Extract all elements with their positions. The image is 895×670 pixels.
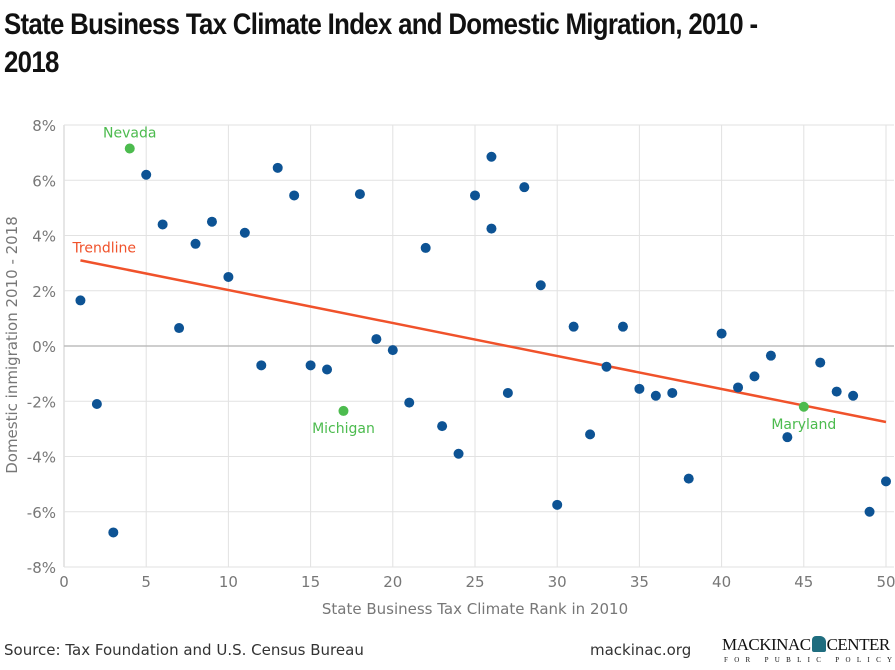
data-point <box>91 399 102 410</box>
mackinac-logo: MACKINAC CENTER FOR PUBLIC POLICY <box>722 635 895 664</box>
data-point <box>864 506 875 517</box>
data-point <box>617 321 628 332</box>
data-point <box>650 390 661 401</box>
y-tick-label: -2% <box>27 393 56 411</box>
trendline-group: Trendline <box>71 240 887 424</box>
site-link[interactable]: mackinac.org <box>590 641 692 659</box>
data-point <box>667 387 678 398</box>
data-point <box>782 432 793 443</box>
michigan-icon <box>811 636 826 652</box>
x-tick-label: 15 <box>301 573 320 591</box>
y-tick-label: 2% <box>32 283 56 301</box>
chart-title: State Business Tax Climate Index and Dom… <box>4 8 758 79</box>
point-label: Michigan <box>312 421 375 437</box>
data-point <box>502 387 513 398</box>
x-tick-label: 0 <box>59 573 69 591</box>
data-point <box>749 371 760 382</box>
data-point <box>157 219 168 230</box>
source-note: Source: Tax Foundation and U.S. Census B… <box>4 641 364 659</box>
points-group: Nevada Michigan Maryland <box>75 125 891 538</box>
data-point <box>716 328 727 339</box>
data-point <box>223 271 234 282</box>
data-point <box>733 382 744 393</box>
data-point <box>239 227 250 238</box>
data-point <box>683 473 694 484</box>
data-point <box>420 242 431 253</box>
y-tick-label: -8% <box>27 559 56 577</box>
data-point <box>568 321 579 332</box>
data-point <box>272 162 283 173</box>
data-point <box>585 429 596 440</box>
point-label: Maryland <box>771 417 836 433</box>
data-point <box>470 190 480 201</box>
data-point <box>881 476 891 487</box>
data-point <box>815 357 826 368</box>
data-point <box>765 350 776 361</box>
data-point <box>437 421 448 432</box>
data-point <box>404 397 415 408</box>
data-point <box>552 499 563 510</box>
trendline-label: Trendline <box>71 240 136 256</box>
point-nevada <box>124 143 135 154</box>
tick-labels: 0 5 10 15 20 25 30 35 40 45 50 -8% -6% -4% -2% 0% 2% 4% 6%… <box>27 117 895 591</box>
y-tick-label: 0% <box>32 338 56 356</box>
y-tick-label: 8% <box>32 117 56 135</box>
data-point <box>387 345 398 356</box>
data-point <box>174 323 185 334</box>
data-point <box>190 238 201 249</box>
data-point <box>519 182 530 193</box>
x-tick-label: 50 <box>876 573 895 591</box>
y-tick-label: 4% <box>32 228 56 246</box>
data-point <box>634 383 645 394</box>
y-axis-label: Domestic inmigration 2010 - 2018 <box>3 216 21 474</box>
data-point <box>256 360 267 371</box>
x-tick-label: 5 <box>141 573 151 591</box>
data-point <box>108 527 119 538</box>
data-point <box>75 295 86 306</box>
data-point <box>601 361 612 372</box>
data-point <box>141 169 152 180</box>
point-michigan <box>338 405 349 416</box>
x-tick-label: 45 <box>794 573 813 591</box>
data-point <box>486 223 497 234</box>
data-point <box>848 390 859 401</box>
y-tick-label: 6% <box>32 172 56 190</box>
x-tick-label: 20 <box>383 573 402 591</box>
point-label: Nevada <box>103 125 156 141</box>
data-point <box>206 216 217 227</box>
x-tick-label: 10 <box>219 573 238 591</box>
point-maryland <box>798 401 809 412</box>
gridlines <box>63 124 894 568</box>
x-tick-label: 25 <box>465 573 484 591</box>
trendline <box>80 259 887 424</box>
data-point <box>453 448 464 459</box>
data-point <box>354 189 365 200</box>
data-point <box>289 190 300 201</box>
data-point <box>486 151 497 162</box>
data-point <box>322 364 333 375</box>
data-point <box>535 280 546 291</box>
x-tick-label: 40 <box>712 573 731 591</box>
x-tick-label: 30 <box>548 573 567 591</box>
data-point <box>305 360 316 371</box>
x-tick-label: 35 <box>630 573 649 591</box>
y-tick-label: -6% <box>27 504 56 522</box>
x-axis-label: State Business Tax Climate Rank in 2010 <box>322 600 628 618</box>
y-tick-label: -4% <box>27 449 56 467</box>
data-point <box>831 386 842 397</box>
data-point <box>371 334 382 345</box>
